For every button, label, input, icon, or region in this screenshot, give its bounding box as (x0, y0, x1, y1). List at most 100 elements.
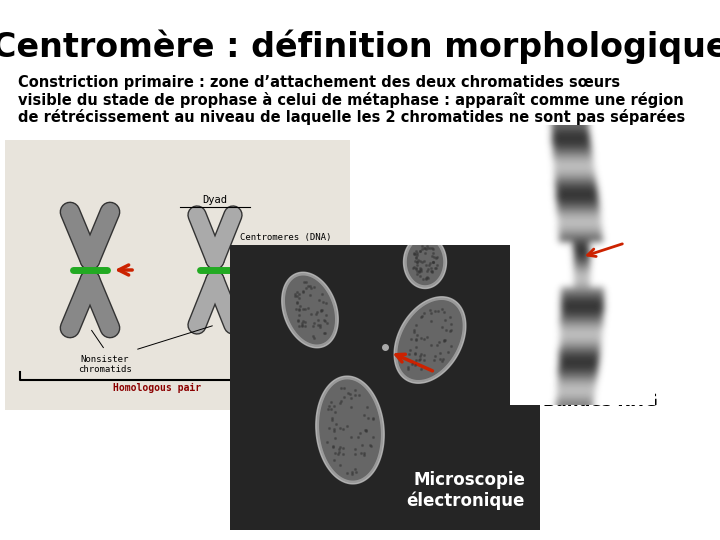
Point (329, 434, 341, 442)
Point (333, 448, 344, 457)
Point (330, 420, 341, 429)
Point (416, 258, 428, 266)
Point (429, 307, 441, 315)
Point (289, 292, 300, 301)
Point (425, 264, 436, 272)
Text: Centromeres (DNA): Centromeres (DNA) (238, 233, 331, 261)
Point (415, 312, 427, 320)
Point (364, 440, 376, 449)
Polygon shape (282, 272, 338, 348)
Point (416, 245, 428, 254)
Point (314, 322, 325, 331)
Point (415, 247, 426, 255)
Point (431, 253, 442, 262)
Point (426, 267, 438, 276)
Point (307, 322, 319, 330)
Point (337, 449, 348, 458)
Point (337, 443, 348, 452)
Point (326, 414, 338, 422)
Point (418, 335, 430, 343)
Point (409, 349, 420, 357)
Point (421, 333, 433, 341)
Point (410, 254, 422, 262)
Point (418, 350, 429, 359)
Point (294, 302, 306, 310)
Point (410, 249, 421, 258)
Point (292, 317, 304, 326)
Point (316, 306, 328, 314)
Point (410, 253, 422, 261)
Point (409, 350, 420, 359)
Point (436, 323, 448, 332)
Point (437, 354, 449, 363)
Point (411, 257, 423, 266)
Point (425, 259, 436, 267)
Point (335, 424, 346, 433)
Point (410, 336, 421, 345)
Point (356, 441, 367, 449)
Polygon shape (320, 380, 380, 480)
Point (302, 281, 314, 290)
Point (402, 364, 414, 373)
Point (442, 348, 454, 356)
Point (435, 355, 446, 363)
Point (424, 244, 436, 253)
Point (429, 352, 441, 360)
Point (408, 248, 420, 257)
Point (356, 449, 367, 457)
Point (420, 274, 432, 282)
Point (297, 287, 309, 295)
Point (402, 362, 413, 371)
Point (305, 291, 316, 299)
Point (430, 264, 441, 273)
Point (415, 313, 427, 321)
Point (418, 244, 430, 252)
Point (320, 310, 332, 319)
Point (293, 305, 305, 314)
Point (300, 278, 312, 287)
Point (297, 319, 308, 327)
Point (411, 269, 423, 278)
Point (438, 335, 449, 344)
Point (428, 356, 440, 364)
Point (312, 321, 324, 330)
Point (325, 398, 337, 407)
Point (414, 264, 426, 273)
Point (410, 264, 422, 273)
Point (413, 267, 425, 276)
Point (315, 306, 326, 314)
Point (431, 261, 443, 269)
Point (338, 425, 349, 434)
Text: Sister chromatids: Sister chromatids (237, 310, 336, 332)
Point (319, 316, 330, 325)
Point (304, 282, 315, 291)
Point (346, 470, 358, 478)
Point (346, 393, 357, 402)
Point (350, 468, 361, 476)
Point (345, 403, 356, 411)
Point (410, 361, 421, 370)
Point (293, 306, 305, 315)
Point (334, 442, 346, 451)
Point (329, 449, 341, 458)
Point (414, 247, 426, 256)
Point (324, 424, 336, 433)
Point (415, 349, 426, 358)
Point (412, 261, 423, 269)
Point (404, 346, 415, 355)
Point (322, 405, 333, 414)
Point (420, 245, 431, 254)
Polygon shape (398, 301, 462, 379)
Point (342, 389, 354, 397)
Point (308, 318, 320, 327)
Point (310, 310, 321, 319)
Point (418, 308, 430, 317)
Point (433, 306, 444, 315)
Point (366, 415, 378, 423)
Point (412, 255, 423, 264)
Point (321, 319, 333, 328)
Point (297, 287, 309, 296)
Point (296, 321, 307, 329)
Point (360, 427, 372, 435)
Point (431, 341, 443, 350)
